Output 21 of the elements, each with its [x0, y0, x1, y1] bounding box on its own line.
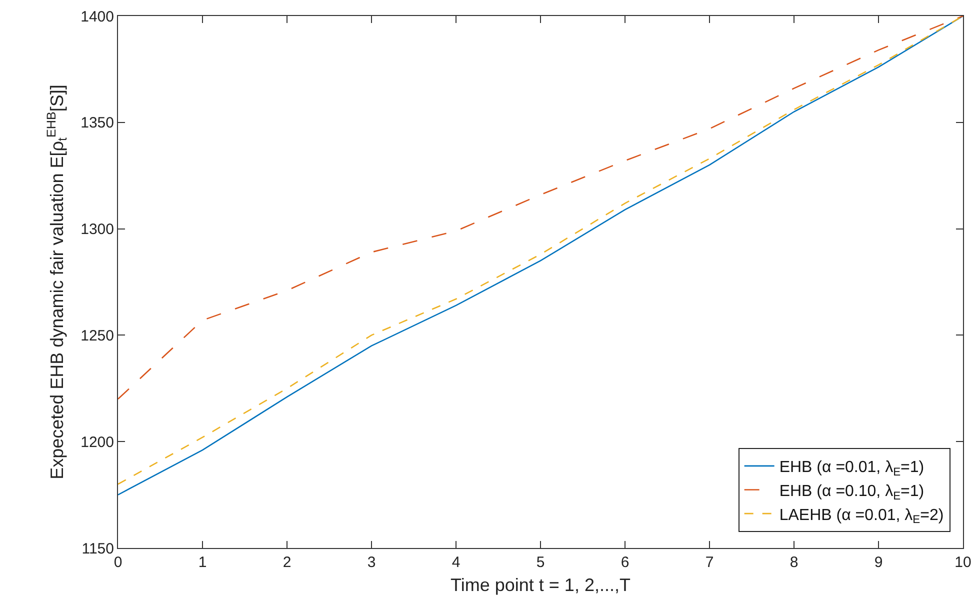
x-tick-label: 10	[954, 554, 972, 571]
legend-label: EHB (α =0.10, λ$_{E}$=1)	[779, 482, 924, 502]
y-tick-label: 1350	[80, 114, 114, 132]
x-tick-label: 5	[536, 554, 545, 571]
x-tick-label: 3	[367, 554, 376, 571]
x-axis-title: Time point t = 1, 2,...,T	[450, 575, 630, 596]
x-tick-label: 8	[790, 554, 798, 571]
x-tick-label: 0	[114, 554, 122, 571]
x-tick-label: 6	[620, 554, 630, 571]
y-tick-label: 1300	[80, 221, 114, 238]
x-tick-label: 1	[198, 554, 207, 571]
legend-label: LAEHB (α =0.01, λ$_{E}$=2)	[779, 506, 944, 526]
y-tick-label: 1150	[82, 540, 114, 558]
x-tick-label: 9	[874, 554, 883, 571]
y-tick-label: 1400	[80, 8, 114, 26]
y-tick-label: 1250	[80, 327, 114, 344]
x-tick-label: 7	[705, 554, 714, 571]
x-tick-label: 4	[452, 554, 460, 571]
x-tick-label: 2	[282, 554, 292, 571]
y-tick-label: 1200	[80, 434, 114, 451]
legend-label: EHB (α =0.01, λ$_{E}$=1)	[779, 459, 924, 479]
